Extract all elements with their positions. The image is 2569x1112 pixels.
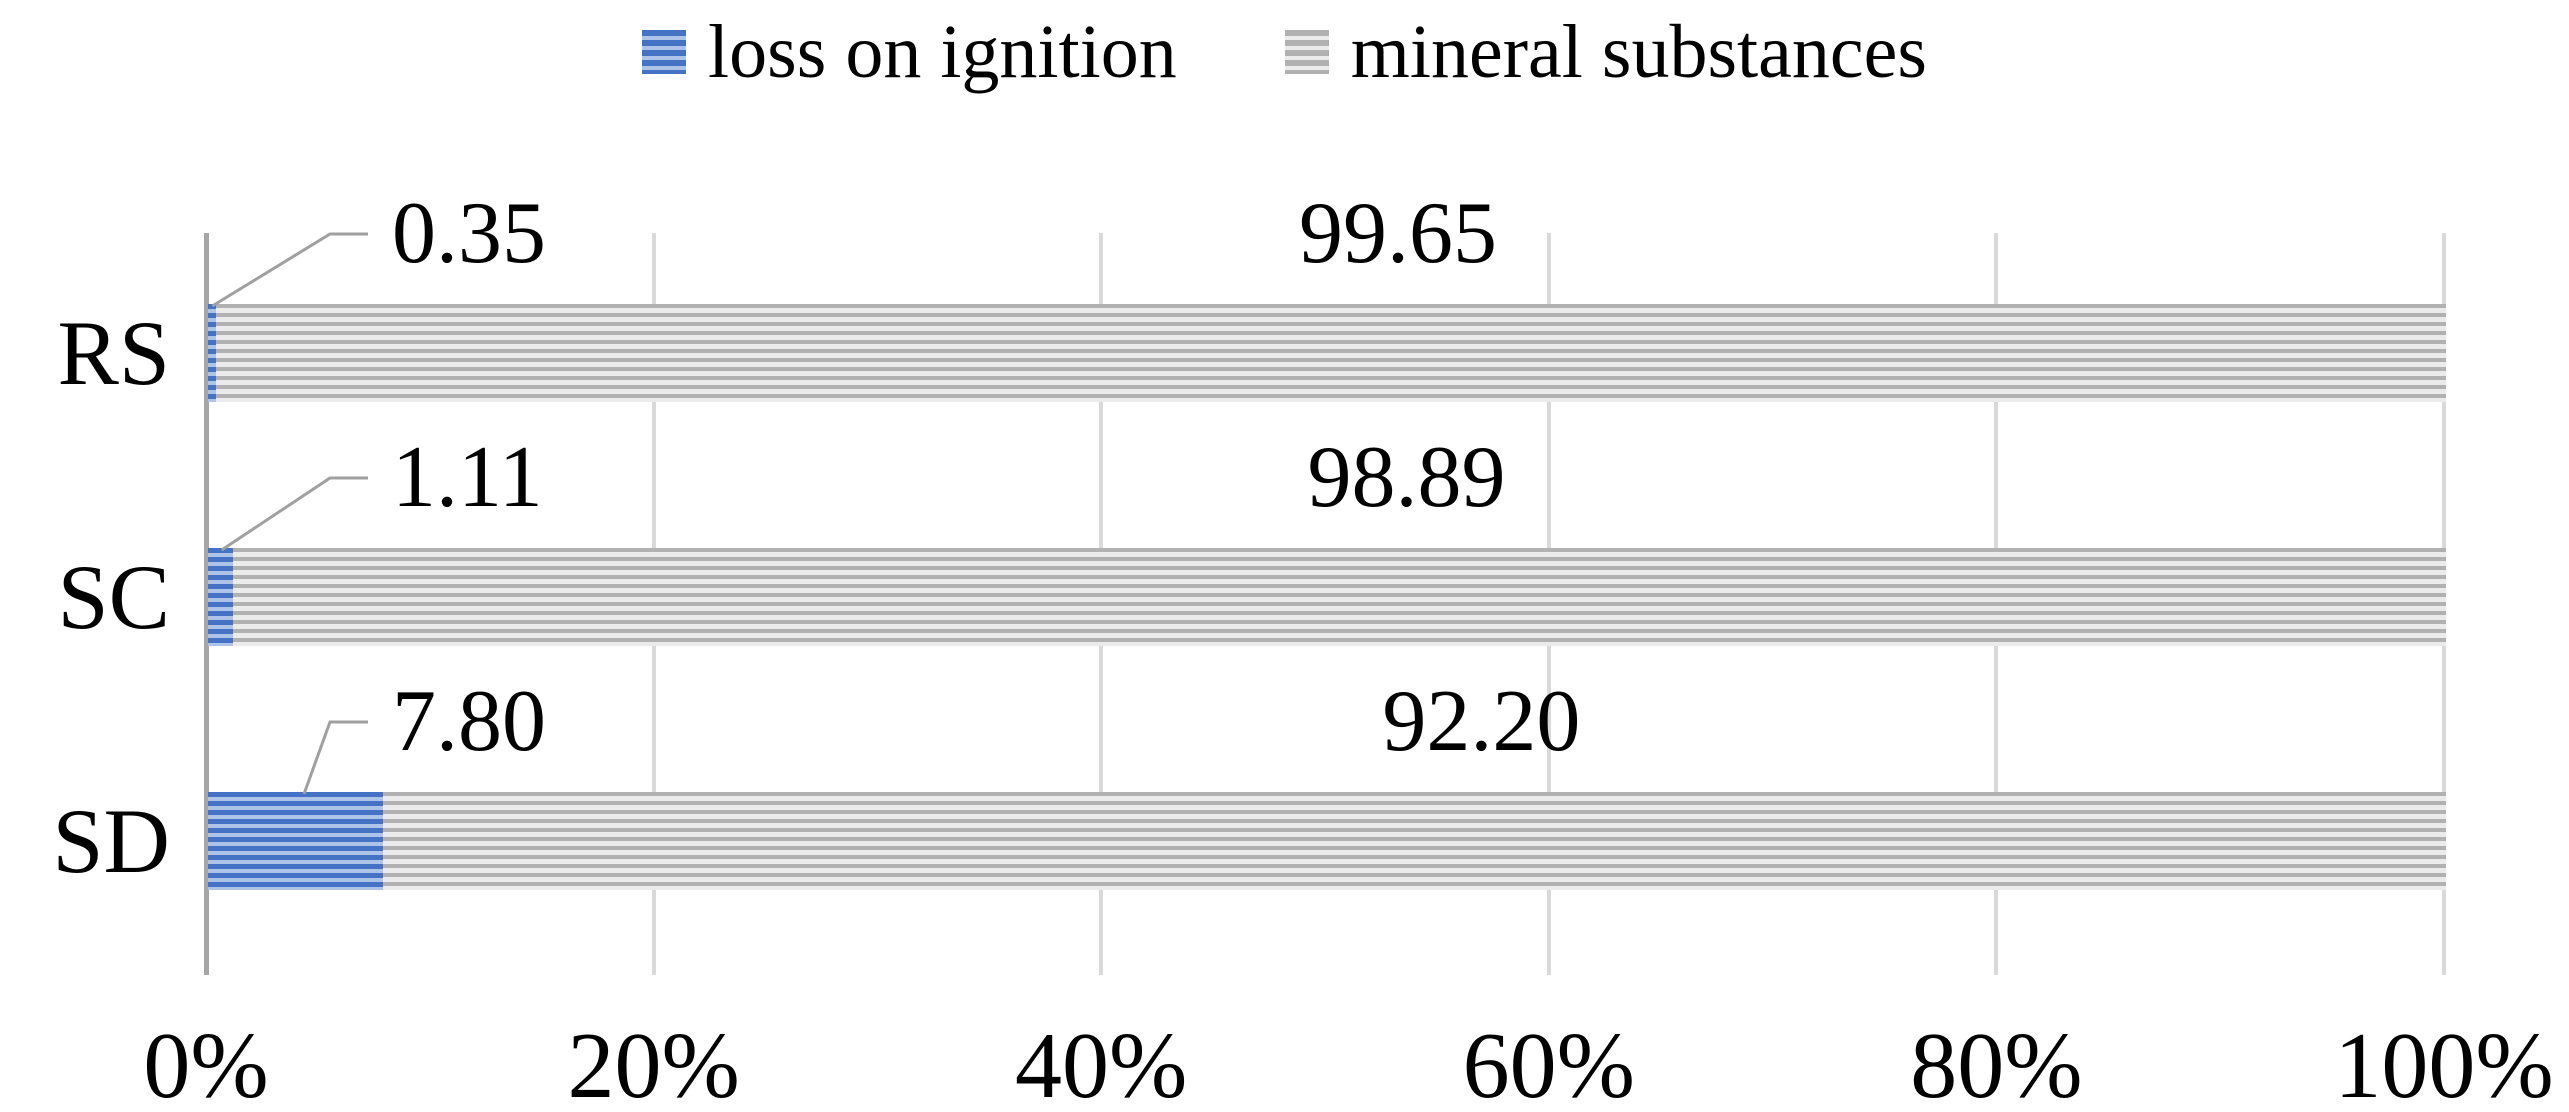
bar-segment-mineral-substances-sc (232, 548, 2446, 646)
legend-item-loss-on-ignition: loss on ignition (642, 14, 1177, 90)
x-axis-tick-label: 40% (1015, 1014, 1188, 1112)
x-axis-tick-label: 20% (567, 1014, 740, 1112)
legend-label-loss-on-ignition: loss on ignition (708, 10, 1177, 94)
data-label-loss-on-ignition-rs: 0.35 (392, 185, 546, 282)
data-label-mineral-substances-rs: 99.65 (1299, 185, 1498, 282)
data-label-mineral-substances-sc: 98.89 (1307, 429, 1506, 526)
bar-segment-loss-on-ignition-sd (208, 792, 383, 890)
bar-segment-loss-on-ignition-rs (208, 304, 216, 402)
legend-label-mineral-substances: mineral substances (1350, 10, 1927, 94)
legend-item-mineral-substances: mineral substances (1284, 10, 1927, 94)
bar-segment-mineral-substances-sd (382, 792, 2446, 890)
bar-segment-mineral-substances-rs (215, 304, 2446, 402)
data-label-loss-on-ignition-sc: 1.11 (392, 429, 543, 526)
x-axis-tick-label: 100% (2334, 1014, 2554, 1112)
legend: loss on ignition mineral substances (0, 14, 2569, 90)
legend-swatch-loss-on-ignition-icon (642, 30, 687, 74)
category-label-sc: SC (57, 546, 170, 648)
x-axis-tick-label: 0% (143, 1014, 269, 1112)
data-label-mineral-substances-sd: 92.20 (1382, 673, 1581, 770)
category-axis-line (203, 233, 209, 975)
category-label-rs: RS (57, 302, 170, 404)
x-axis-tick-label: 60% (1462, 1014, 1635, 1112)
data-label-loss-on-ignition-sd: 7.80 (392, 673, 546, 770)
bar-segment-loss-on-ignition-sc (208, 548, 233, 646)
category-label-sd: SD (52, 790, 170, 892)
x-axis-tick-label: 80% (1910, 1014, 2083, 1112)
legend-swatch-mineral-substances-icon (1284, 30, 1329, 74)
